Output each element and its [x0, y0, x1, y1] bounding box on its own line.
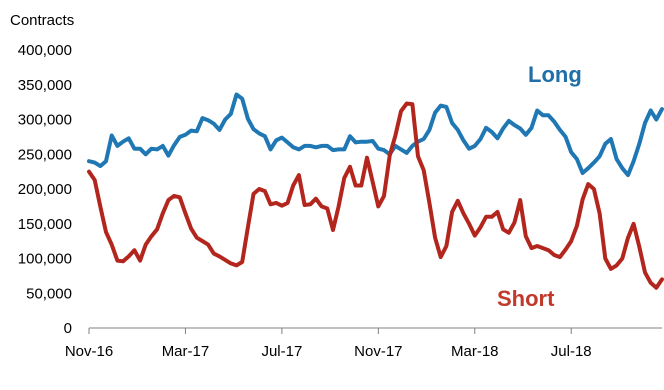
series-label-short: Short [497, 286, 555, 311]
x-tick-label: Jul-18 [551, 343, 592, 360]
y-axis-unit-label: Contracts [10, 12, 74, 29]
y-tick-label: 50,000 [26, 285, 72, 302]
y-tick-label: 400,000 [18, 42, 72, 59]
series-label-long: Long [528, 62, 582, 87]
y-tick-label: 250,000 [18, 146, 72, 163]
series-line-short [87, 101, 664, 290]
x-axis: Nov-16 Mar-17 Jul-17 Nov-17 Mar-18 Jul-18 [65, 328, 592, 360]
x-tick-label: Mar-18 [451, 343, 499, 360]
y-tick-label: 350,000 [18, 77, 72, 94]
x-tick-label: Jul-17 [261, 343, 302, 360]
series-lines [87, 92, 664, 290]
series-line-long [87, 92, 664, 178]
y-tick-label: 200,000 [18, 181, 72, 198]
y-tick-label: 150,000 [18, 216, 72, 233]
x-tick-label: Mar-17 [162, 343, 210, 360]
y-tick-label: 300,000 [18, 112, 72, 129]
x-tick-label: Nov-17 [354, 343, 402, 360]
y-tick-label: 100,000 [18, 251, 72, 268]
y-tick-label: 0 [64, 320, 72, 337]
y-axis: 0 50,000 100,000 150,000 200,000 250,000 300,0… [18, 42, 72, 337]
x-tick-label: Nov-16 [65, 343, 113, 360]
